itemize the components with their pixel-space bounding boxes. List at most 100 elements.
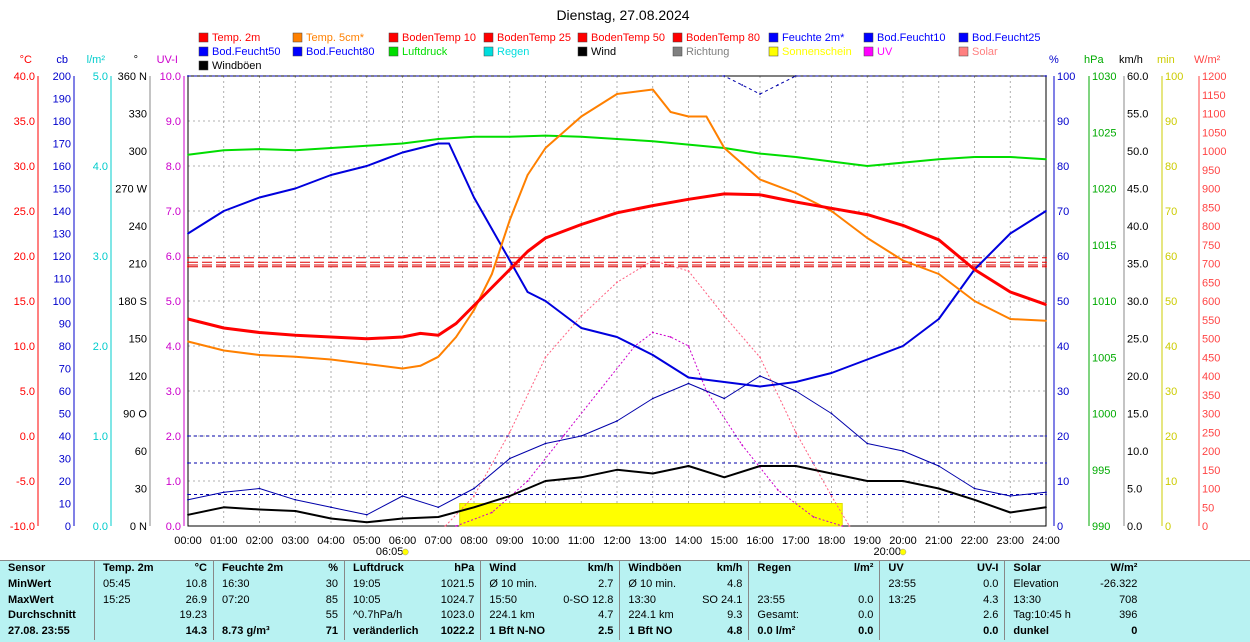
data-point-bod-feucht80: [1045, 75, 1047, 77]
stats-cell: 8.73 g/m³: [213, 624, 292, 640]
data-point-temp-2m: [544, 237, 547, 239]
right-axis-tick-label: 600: [1202, 296, 1220, 308]
right-axis-tick-label: 650: [1202, 277, 1220, 289]
stats-cell: 14.3: [185, 625, 207, 638]
stats-cell: 0.0: [858, 609, 874, 622]
stats-cell: 4.8: [727, 625, 743, 638]
data-point-luftdruck: [473, 135, 475, 138]
data-point-bod-feucht80: [741, 84, 744, 86]
right-axis-tick-label: 60: [1165, 251, 1177, 263]
x-axis-tick-label: 15:00: [710, 535, 738, 547]
data-point-feuchte-2m: [401, 151, 404, 154]
left-axis-tick-label: 150: [53, 184, 71, 196]
right-axis-tick-label: 100: [1202, 484, 1220, 496]
data-point-solar: [508, 431, 511, 434]
legend-swatch: [292, 46, 303, 57]
stats-cell: [213, 608, 292, 625]
right-axis-tick-label: 250: [1202, 427, 1220, 439]
left-axis-tick-label: 270 W: [115, 184, 147, 196]
stats-cell: Durchschnitt: [8, 609, 76, 622]
data-point-windb-en: [544, 442, 547, 445]
data-point-bod-feucht25: [187, 462, 189, 464]
stats-cell: 85: [325, 593, 338, 606]
stats-cell: Tag:10:45 h: [1004, 608, 1078, 625]
data-point-temp-5cm: [437, 355, 440, 358]
data-point-temp-2m: [937, 238, 940, 241]
x-axis-tick-label: 17:00: [782, 535, 810, 547]
data-point-luftdruck: [544, 134, 547, 137]
left-axis-tick-label: 20.0: [14, 251, 35, 263]
stats-cell: [94, 608, 163, 625]
stats-header-cell: Sensor: [8, 562, 46, 574]
stats-cell: 16:30: [213, 576, 292, 593]
sunset-label: 20:00: [873, 546, 901, 558]
x-axis-tick-label: 19:00: [853, 535, 881, 547]
data-point-wind: [651, 472, 654, 475]
stats-cell: MaxWert: [8, 593, 54, 606]
right-axis-tick-label: 950: [1202, 165, 1220, 177]
left-axis-tick-label: 130: [53, 229, 71, 241]
stats-cell: 0.0: [858, 625, 874, 638]
data-point-temp-5cm: [473, 309, 475, 311]
stats-cell: Ø 10 min.: [619, 576, 693, 593]
stats-cell: 05:45: [94, 576, 163, 593]
data-point-temp-5cm: [902, 259, 904, 262]
data-point-wind: [937, 487, 940, 490]
stats-cell: veränderlich: [344, 624, 419, 640]
right-axis-tick-label: 1100: [1202, 109, 1226, 121]
data-point-feuchte-2m: [473, 196, 475, 199]
data-point-feuchte-2m: [687, 376, 690, 379]
right-axis-tick-label: 10: [1057, 476, 1069, 488]
left-axis-tick-label: 190: [53, 94, 71, 106]
x-axis-tick-label: 04:00: [317, 535, 345, 547]
stats-cell: dunkel: [1004, 624, 1078, 640]
legend-swatch: [768, 32, 779, 43]
right-axis-tick-label: 700: [1202, 259, 1220, 271]
left-axis-unit: UV-I: [157, 54, 178, 66]
data-point-windb-en: [937, 465, 940, 467]
legend-swatch: [198, 60, 209, 71]
stats-cell: 19:05: [344, 576, 419, 593]
left-axis-tick-label: 1.0: [166, 476, 181, 488]
data-point-windb-en: [365, 513, 368, 516]
legend-label: Wind: [591, 46, 616, 58]
stats-cell: 1022.2: [440, 625, 475, 638]
stats-header-cell: °C: [194, 562, 207, 574]
x-axis-tick-label: 01:00: [210, 535, 238, 547]
stats-cell: [821, 577, 880, 593]
left-axis-tick-label: 150: [129, 334, 147, 346]
data-point-temp-5cm: [687, 115, 690, 118]
right-axis-tick-label: 20: [1057, 431, 1069, 443]
left-axis-tick-label: 0.0: [166, 521, 181, 533]
data-point-luftdruck: [794, 156, 797, 158]
legend-label: BodenTemp 80: [686, 32, 760, 44]
statistics-table: Sensor Temp. 2m °C Feuchte 2m% Luftdruck hPa W…: [0, 561, 1143, 640]
left-axis-tick-label: 70: [59, 364, 71, 376]
data-point-wind: [508, 495, 511, 497]
right-axis-tick-label: 40.0: [1127, 221, 1148, 233]
stats-cell: 9.3: [727, 609, 743, 622]
left-axis-tick-label: 360 N: [118, 71, 147, 83]
legend-label: BodenTemp 50: [591, 32, 665, 44]
stats-cell: 708: [1119, 593, 1138, 606]
right-axis-tick-label: 5.0: [1127, 484, 1142, 496]
data-point-solar: [723, 315, 726, 317]
left-axis-tick-label: 300: [129, 146, 147, 158]
left-axis-tick-label: 0 N: [130, 521, 147, 533]
data-point-bod-feucht50: [1045, 493, 1047, 496]
data-point-temp-5cm: [455, 336, 458, 338]
data-point-temp-2m: [830, 207, 833, 210]
stats-cell: 4.8: [727, 577, 743, 590]
stats-cell: 0-SO 12.8: [563, 593, 614, 606]
sunrise-icon: [402, 548, 409, 556]
stats-cell: 15:50: [480, 592, 560, 609]
data-point-temp-2m: [419, 332, 422, 335]
data-point-feuchte-2m: [1045, 210, 1047, 212]
stats-cell: 224.1 km: [619, 608, 693, 625]
chart-series: [187, 75, 1047, 527]
data-point-temp-2m: [222, 327, 225, 329]
stats-cell: 07:20: [213, 592, 292, 609]
data-point-windb-en: [794, 390, 797, 392]
data-point-temp-5cm: [365, 363, 368, 365]
left-axis-unit: l/m²: [87, 54, 106, 66]
